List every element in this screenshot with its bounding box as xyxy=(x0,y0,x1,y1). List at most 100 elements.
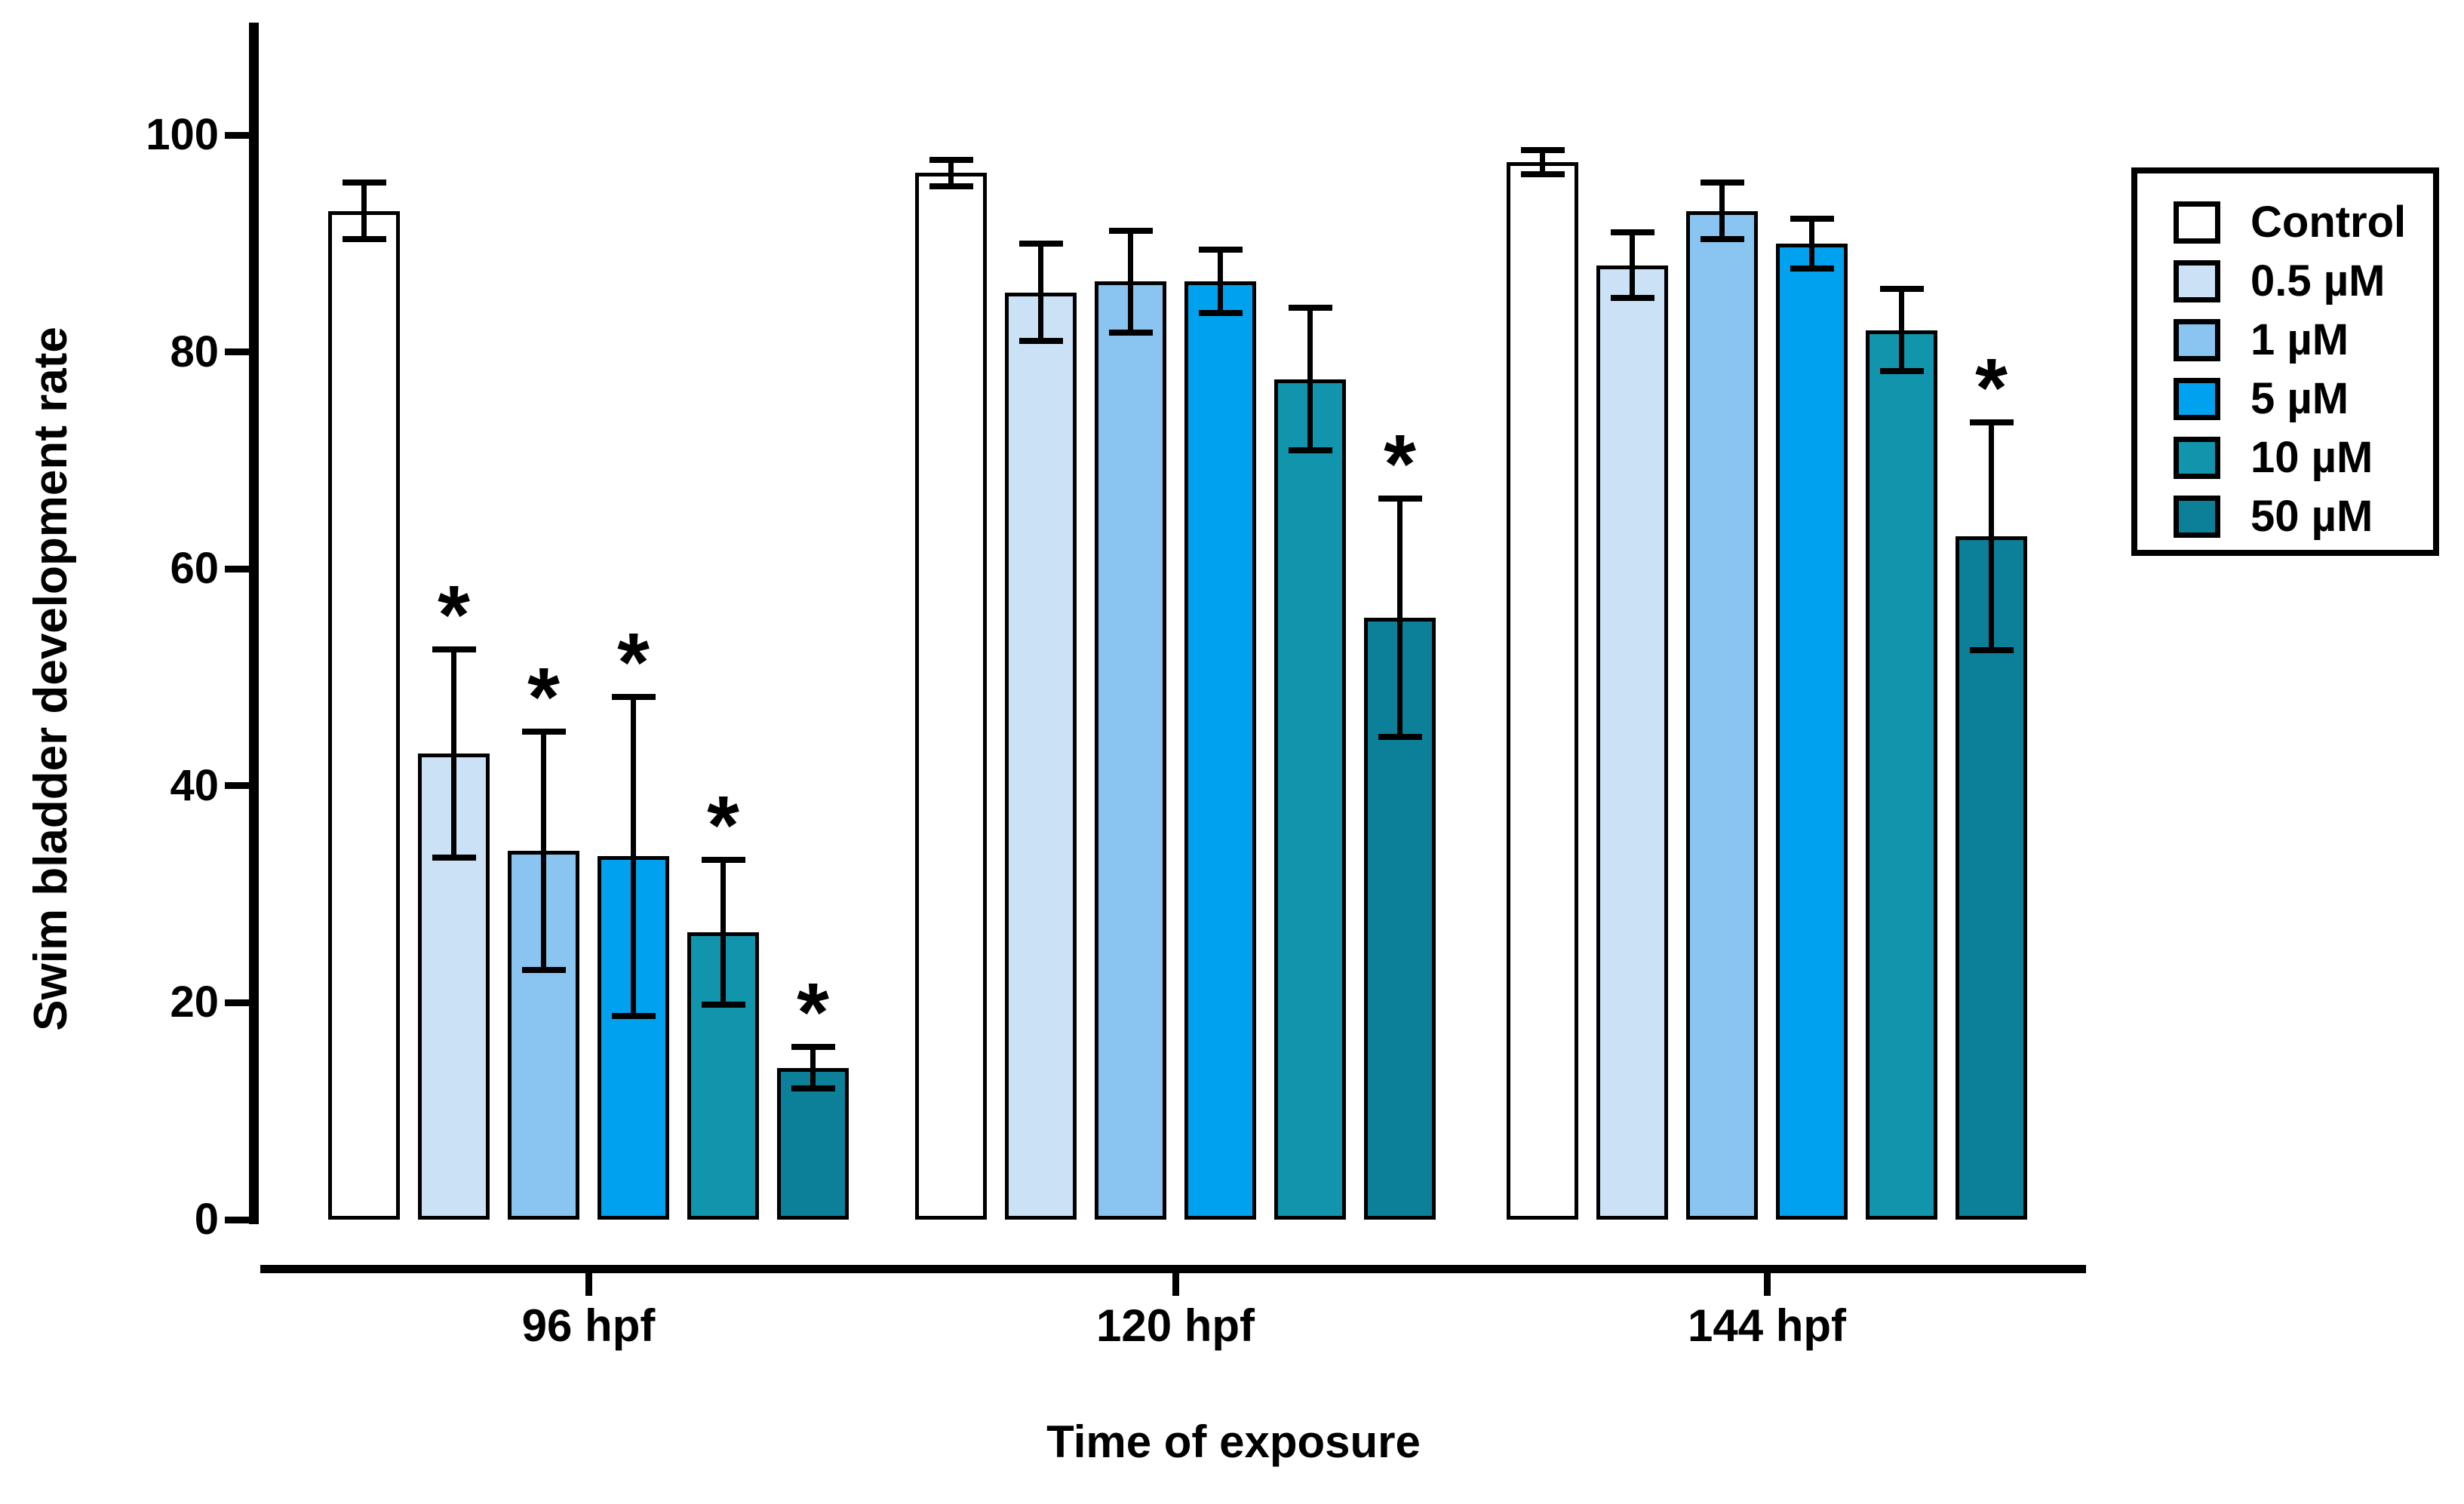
error-bar-line xyxy=(1218,250,1223,313)
x-group-label: 96 hpf xyxy=(521,1300,656,1351)
error-bar-cap-top xyxy=(342,180,386,186)
bar xyxy=(1686,210,1758,1220)
error-bar-cap-top xyxy=(701,856,745,863)
x-group-label: 144 hpf xyxy=(1687,1300,1847,1351)
error-bar-cap-bottom xyxy=(1288,447,1332,454)
x-group-tick xyxy=(585,1273,592,1296)
significance-asterisk: * xyxy=(617,615,650,709)
error-bar-cap-top xyxy=(929,157,973,164)
error-bar-line xyxy=(1397,498,1403,738)
bar xyxy=(1866,330,1937,1220)
error-bar-cap-top xyxy=(432,646,476,652)
error-bar-cap-top xyxy=(1610,229,1654,236)
bar xyxy=(1095,281,1166,1220)
error-bar-cap-top xyxy=(1378,495,1422,502)
error-bar-line xyxy=(1899,289,1904,372)
bar xyxy=(418,753,490,1220)
error-bar-cap-bottom xyxy=(1610,294,1654,301)
bar xyxy=(1274,379,1346,1220)
error-bar-line xyxy=(1128,230,1133,333)
x-axis-line xyxy=(260,1265,2086,1273)
error-bar-cap-bottom xyxy=(432,854,476,861)
legend-swatch xyxy=(2174,378,2220,420)
error-bar-cap-bottom xyxy=(1018,338,1063,345)
legend-label: 0.5 µM xyxy=(2250,256,2386,305)
significance-asterisk: * xyxy=(1975,342,2008,435)
error-bar-line xyxy=(631,696,636,1016)
error-bar-cap-bottom xyxy=(342,236,386,243)
error-bar-cap-bottom xyxy=(1879,368,1924,375)
error-bar-cap-bottom xyxy=(1378,734,1422,741)
error-bar-cap-bottom xyxy=(791,1085,835,1091)
error-bar-line xyxy=(1989,422,1994,651)
error-bar-cap-bottom xyxy=(701,1002,745,1008)
legend-swatch xyxy=(2174,201,2220,244)
legend: Control 0.5 µM 1 µM 5 µM 10 µM 50 µM xyxy=(2131,167,2439,556)
error-bar-line xyxy=(1809,218,1814,269)
legend-label: 50 µM xyxy=(2250,492,2373,541)
y-tick-label: 100 xyxy=(146,110,219,159)
error-bar-cap-top xyxy=(1969,419,2014,426)
y-axis-tick xyxy=(225,131,250,139)
significance-asterisk: * xyxy=(527,650,560,744)
legend-swatch xyxy=(2174,496,2220,538)
y-axis-tick xyxy=(225,782,250,790)
error-bar-line xyxy=(541,731,546,971)
error-bar-cap-top xyxy=(1198,247,1243,253)
bar xyxy=(915,173,987,1220)
error-bar-cap-bottom xyxy=(1108,329,1153,336)
error-bar-cap-top xyxy=(791,1044,835,1051)
x-group-tick xyxy=(1763,1273,1771,1296)
x-group-label: 120 hpf xyxy=(1095,1300,1255,1351)
error-bar-line xyxy=(1038,243,1043,342)
error-bar-cap-bottom xyxy=(1790,265,1834,272)
y-axis-tick xyxy=(225,348,250,356)
error-bar-cap-top xyxy=(1288,304,1332,311)
y-tick-label: 80 xyxy=(170,327,219,376)
y-axis-title: Swim bladder development rate xyxy=(25,327,77,1031)
y-tick-label: 0 xyxy=(194,1195,219,1244)
y-axis-tick xyxy=(225,565,250,572)
y-axis-line xyxy=(249,23,259,1224)
legend-label: Control xyxy=(2250,198,2407,247)
error-bar-cap-top xyxy=(1108,227,1153,234)
error-bar-cap-bottom xyxy=(1198,309,1243,316)
error-bar-line xyxy=(1719,183,1725,240)
error-bar-cap-top xyxy=(1790,215,1834,222)
error-bar-cap-bottom xyxy=(929,183,973,189)
error-bar-line xyxy=(361,183,367,240)
error-bar-line xyxy=(810,1047,816,1088)
error-bar-line xyxy=(948,160,954,186)
significance-asterisk: * xyxy=(1384,417,1416,511)
error-bar-cap-bottom xyxy=(1969,647,2014,654)
x-group-tick xyxy=(1172,1273,1179,1296)
error-bar-line xyxy=(1630,232,1635,298)
y-tick-label: 20 xyxy=(170,978,219,1027)
error-bar-cap-bottom xyxy=(611,1012,656,1019)
error-bar-line xyxy=(451,649,456,858)
error-bar-cap-top xyxy=(611,693,656,700)
y-axis-tick xyxy=(225,1216,250,1223)
legend-swatch xyxy=(2174,319,2220,361)
y-tick-label: 60 xyxy=(170,544,219,594)
error-bar-cap-top xyxy=(1520,147,1565,154)
error-bar-cap-top xyxy=(1018,240,1063,247)
bar xyxy=(1184,281,1256,1220)
legend-swatch xyxy=(2174,437,2220,479)
error-bar-cap-bottom xyxy=(521,967,566,974)
bar xyxy=(1596,265,1668,1220)
error-bar-line xyxy=(1307,307,1313,451)
y-tick-label: 40 xyxy=(170,760,219,810)
bar xyxy=(328,210,400,1220)
bar xyxy=(1776,243,1848,1220)
error-bar-cap-top xyxy=(1879,286,1924,293)
y-axis-tick xyxy=(225,999,250,1006)
legend-label: 1 µM xyxy=(2250,315,2349,364)
bar xyxy=(1507,161,1578,1220)
bar xyxy=(1005,292,1077,1220)
significance-asterisk: * xyxy=(707,778,739,872)
error-bar-cap-top xyxy=(1700,180,1744,186)
error-bar-cap-bottom xyxy=(1520,170,1565,177)
legend-label: 5 µM xyxy=(2250,374,2349,423)
